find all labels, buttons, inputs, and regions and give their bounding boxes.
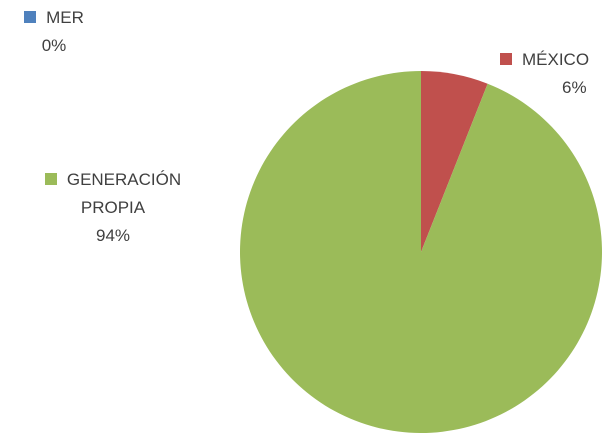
value-label: 6% bbox=[562, 78, 587, 97]
data-label: MER 0% bbox=[4, 4, 104, 60]
label-name-line: GENERACIÓN PROPIA bbox=[18, 166, 208, 222]
pie-slice bbox=[421, 71, 488, 252]
category-label: MÉXICO bbox=[522, 50, 590, 69]
legend-marker bbox=[24, 11, 37, 23]
category-label: MER bbox=[46, 8, 84, 27]
pie-slice bbox=[240, 71, 603, 433]
label-name-line: MER bbox=[4, 4, 104, 32]
label-name-line: MÉXICO bbox=[500, 46, 616, 74]
legend-marker bbox=[44, 173, 57, 185]
legend-marker bbox=[500, 53, 512, 65]
value-label: 94% bbox=[95, 226, 131, 245]
data-label: MÉXICO 6% bbox=[500, 46, 616, 102]
value-label: 0% bbox=[41, 36, 67, 55]
category-label: GENERACIÓN PROPIA bbox=[66, 170, 182, 217]
data-label: GENERACIÓN PROPIA 94% bbox=[18, 166, 208, 250]
